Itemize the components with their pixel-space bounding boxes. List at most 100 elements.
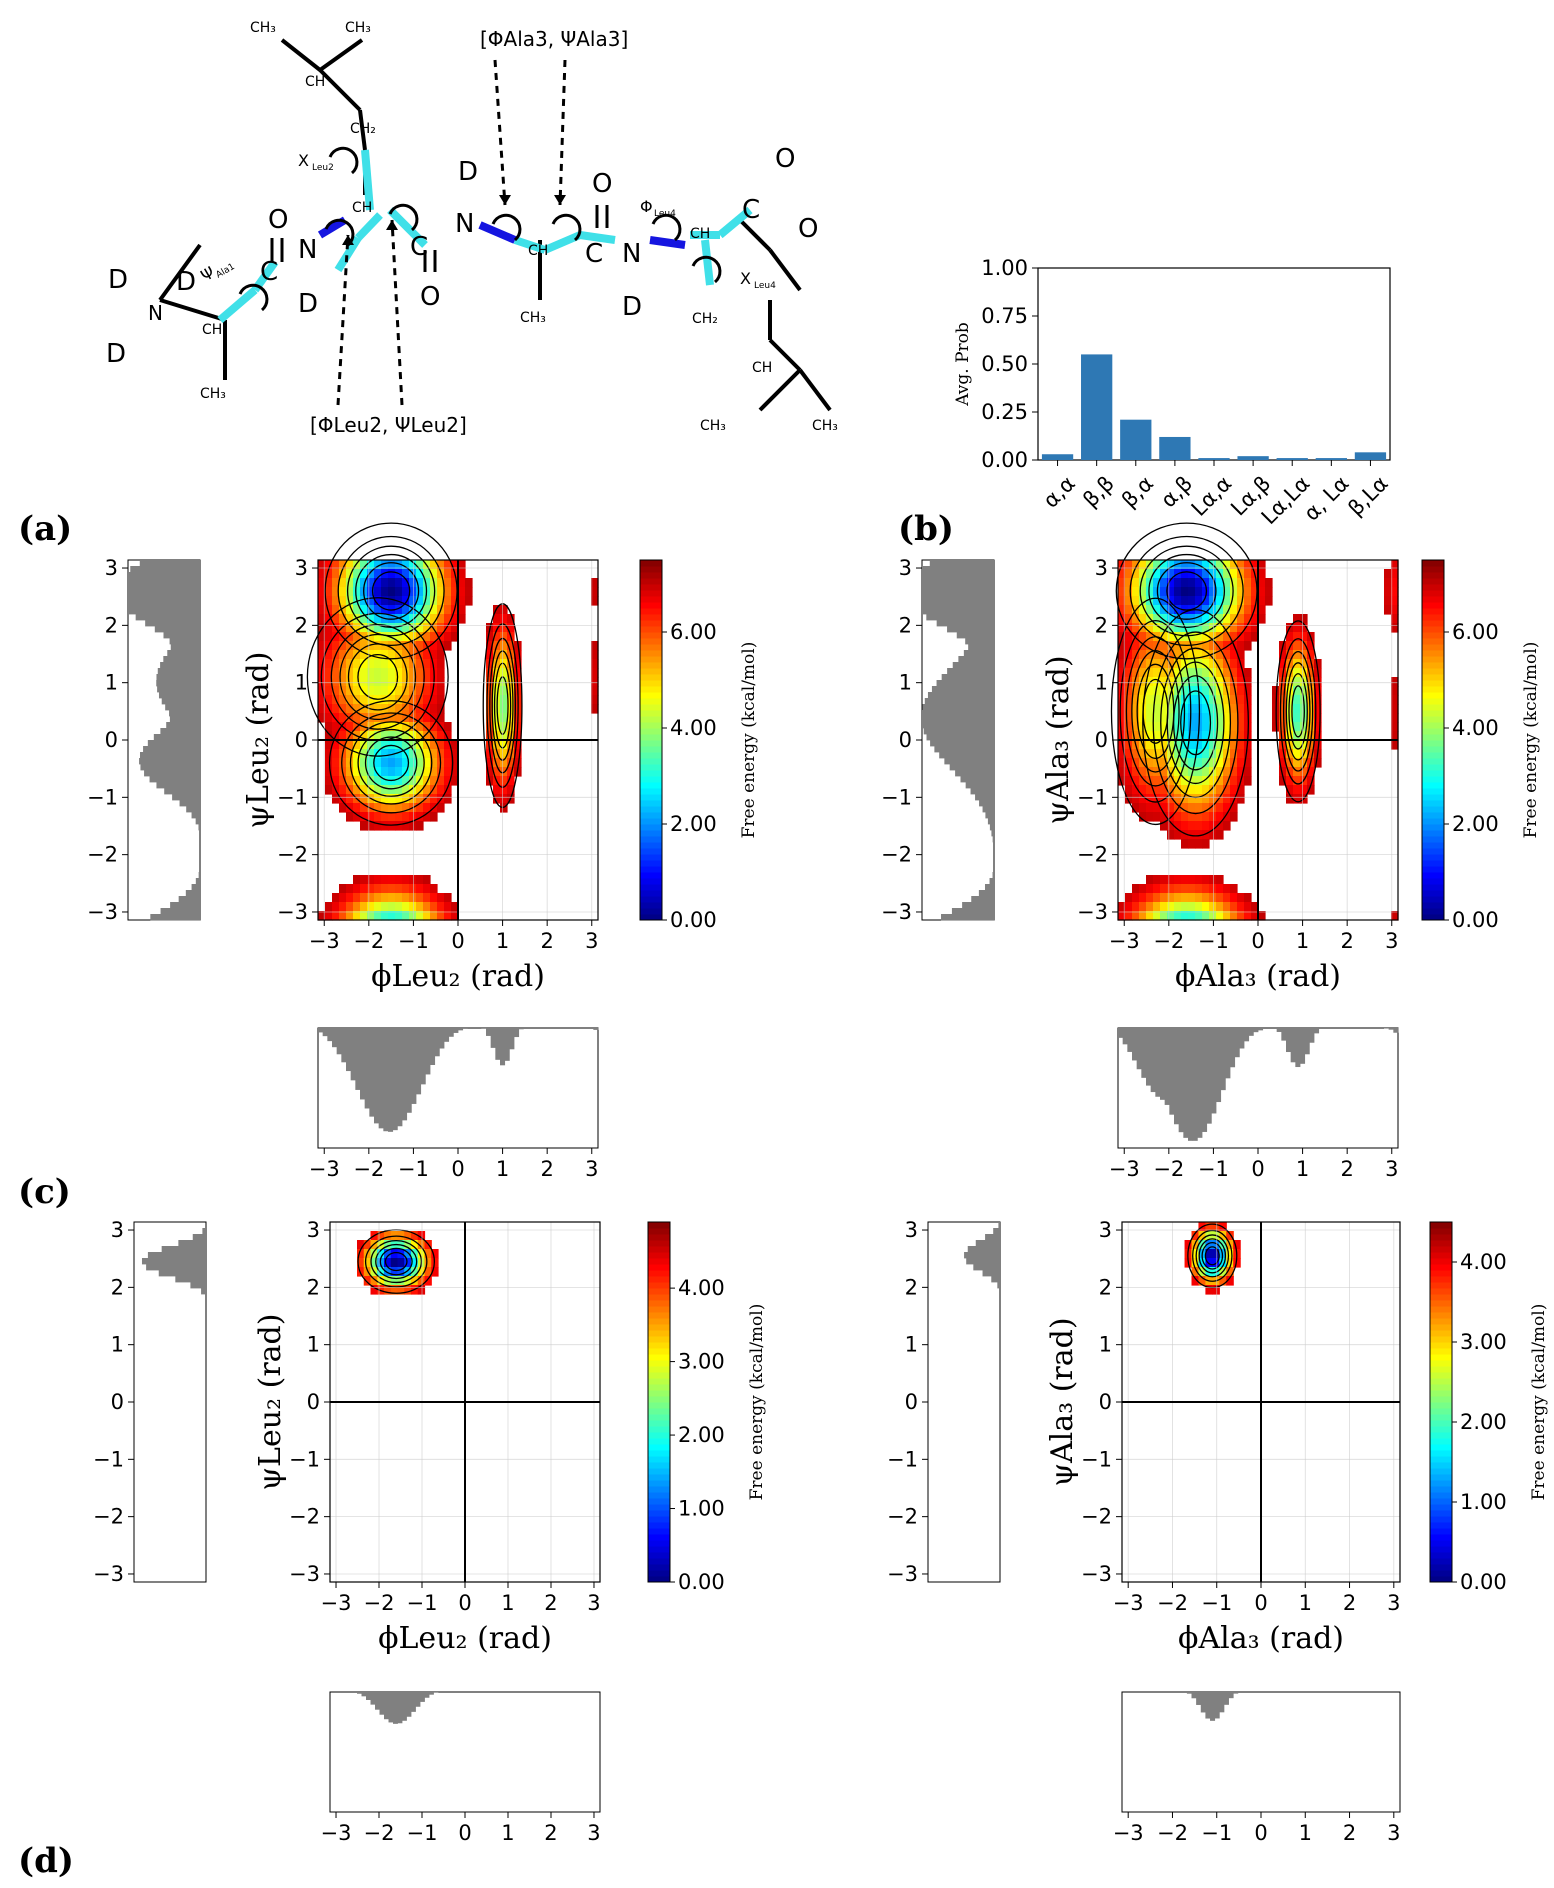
heatmap-cell — [1230, 686, 1238, 696]
psi-hist-bar — [145, 620, 200, 627]
heatmap-cell — [1223, 668, 1231, 678]
heatmap-cell — [381, 578, 389, 588]
heatmap-cell — [1132, 785, 1140, 795]
heatmap-cell — [395, 749, 403, 759]
heatmap-cell — [1153, 749, 1161, 759]
heatmap-cell — [1223, 911, 1231, 921]
heatmap-cell — [388, 893, 396, 903]
heatmap-cell — [1153, 875, 1161, 885]
heatmap-cell — [339, 893, 347, 903]
heatmap-cell — [1244, 596, 1252, 606]
psi-hist-bar — [923, 728, 994, 735]
phi-hist-bar — [1122, 1028, 1128, 1045]
heatmap-cell — [1195, 740, 1203, 750]
xtick-label-0: −3 — [1109, 929, 1140, 953]
phi-hist-xtick-label-0: −3 — [309, 1157, 340, 1181]
heatmap-cell — [360, 713, 368, 723]
phi-hist-bar — [1169, 1028, 1175, 1115]
heatmap-cell — [353, 785, 361, 795]
contour-line-0-5 — [363, 562, 420, 620]
heatmap-cell — [325, 587, 333, 597]
psi-hist-bar — [922, 596, 994, 603]
heatmap-cell — [339, 587, 347, 597]
heatmap-cell — [1293, 632, 1301, 642]
heatmap-cell — [325, 650, 333, 660]
heatmap-cell — [458, 569, 466, 579]
bar-category-label-4: Lα,α — [1187, 471, 1237, 521]
heatmap-cell — [388, 767, 396, 777]
phi-hist-bar — [420, 1028, 426, 1085]
heatmap-cell — [404, 1258, 412, 1268]
heatmap-cell — [1160, 740, 1168, 750]
colorbar-segment — [648, 1300, 670, 1307]
phi-hist-xtick-label-2: −1 — [407, 1821, 438, 1845]
heatmap-cell — [1286, 785, 1294, 795]
psi-hist-ytick-label-4: 1 — [899, 671, 912, 695]
heatmap-cell — [1209, 614, 1217, 624]
heatmap-cell — [1251, 587, 1259, 597]
phi-hist-bar — [1276, 1028, 1282, 1032]
psi-hist-bar — [944, 758, 994, 765]
psi-hist-ytick-label-3: 0 — [105, 728, 118, 752]
heatmap-cell — [1314, 731, 1322, 741]
atom-label-22: C — [742, 195, 760, 225]
ytick-label-1: −2 — [1077, 843, 1108, 867]
psi-hist-ytick-label-4: 1 — [111, 1333, 124, 1357]
colorbar-segment — [1422, 794, 1444, 801]
heatmap-cell — [1146, 641, 1154, 651]
heatmap-cell — [339, 911, 347, 921]
heatmap-cell — [374, 713, 382, 723]
heatmap-cell — [1293, 785, 1301, 795]
heatmap-cell — [1181, 875, 1189, 885]
heatmap-cell — [1153, 668, 1161, 678]
heatmap-cell — [423, 758, 431, 768]
heatmap-cell — [1209, 695, 1217, 705]
phi-hist-bar — [336, 1028, 342, 1055]
heatmap-cell — [1286, 713, 1294, 723]
heatmap-cell — [1181, 884, 1189, 894]
colorbar-segment — [648, 1288, 670, 1295]
colorbar-segment — [648, 1540, 670, 1547]
xtick-label-6: 3 — [1385, 929, 1398, 953]
heatmap-cell — [1139, 569, 1147, 579]
ytick-label-2: −1 — [289, 1447, 320, 1471]
heatmap-cell — [381, 794, 389, 804]
psi-hist-bar — [172, 794, 200, 801]
heatmap-cell — [377, 1231, 385, 1241]
colorbar-segment — [648, 1312, 670, 1319]
heatmap-cell — [325, 614, 333, 624]
colorbar-segment — [1422, 824, 1444, 831]
heatmap-cell — [409, 614, 417, 624]
heatmap-cell — [395, 758, 403, 768]
heatmap-cell — [1237, 722, 1245, 732]
colorbar-segment — [1430, 1456, 1452, 1463]
heatmap-cell — [1181, 749, 1189, 759]
colorbar-segment — [648, 1270, 670, 1277]
heatmap-cell — [390, 1249, 399, 1259]
heatmap-cell — [1160, 713, 1168, 723]
heatmap-cell — [1188, 659, 1196, 669]
heatmap-cell — [416, 641, 424, 651]
heatmap-cell — [339, 578, 347, 588]
heatmap-cell — [1146, 713, 1154, 723]
phi-hist-xtick-label-6: 3 — [1387, 1821, 1400, 1845]
dashed-arrow-head-2 — [499, 195, 511, 205]
heatmap-cell — [437, 668, 445, 678]
heatmap-cell — [1307, 767, 1315, 777]
heatmap-cell — [416, 659, 424, 669]
colorbar-segment — [648, 1384, 670, 1391]
heatmap-cell — [381, 668, 389, 678]
phi-hist-xtick-label-3: 0 — [451, 1157, 464, 1181]
phi-hist-bar — [1253, 1028, 1259, 1033]
colorbar-segment — [1422, 830, 1444, 837]
heatmap-cell — [1167, 758, 1175, 768]
colorbar-tick-label-2: 4.00 — [1452, 716, 1499, 740]
heatmap-cell — [374, 731, 382, 741]
heatmap-cell — [360, 875, 368, 885]
atom-label-18: O — [798, 214, 818, 244]
heatmap-cell — [1202, 605, 1210, 615]
heatmap-cell — [1216, 794, 1224, 804]
heatmap-cell — [367, 614, 375, 624]
atom-label-26: N — [148, 301, 163, 325]
heatmap-cell — [1181, 776, 1189, 786]
